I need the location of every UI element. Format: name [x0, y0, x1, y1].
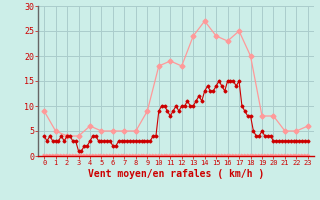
X-axis label: Vent moyen/en rafales ( km/h ): Vent moyen/en rafales ( km/h )	[88, 169, 264, 179]
